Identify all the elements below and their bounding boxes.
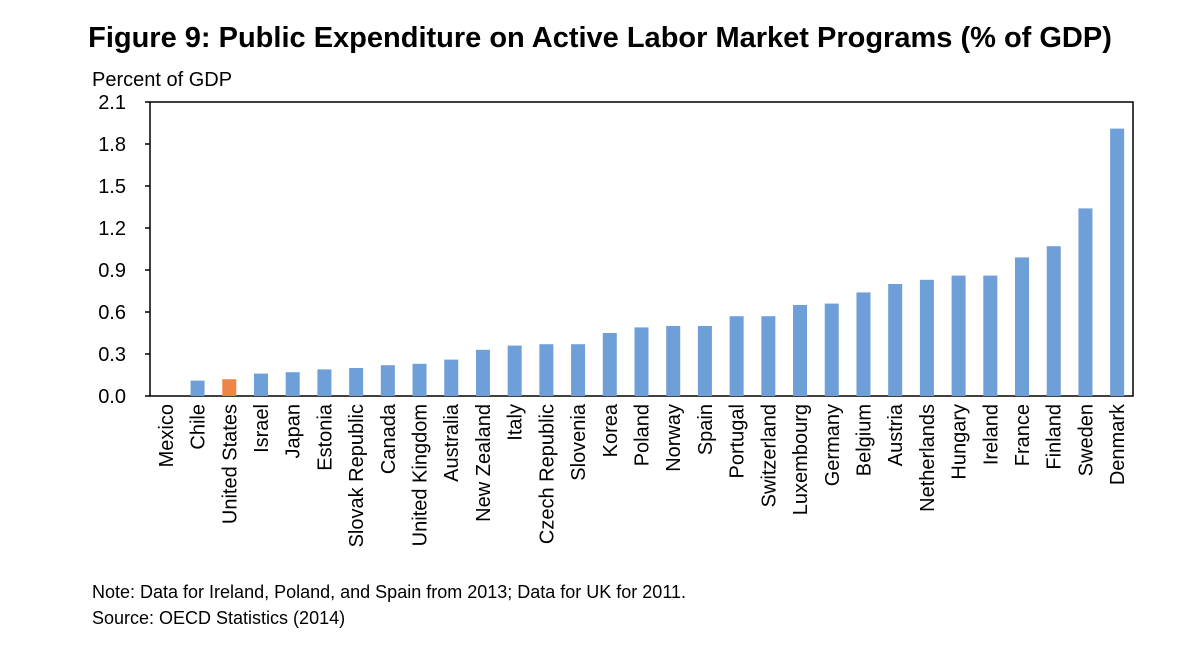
- bar-canada: [380, 365, 395, 396]
- chart-source: Source: OECD Statistics (2014): [92, 608, 346, 628]
- x-tick-label: Portugal: [727, 404, 749, 479]
- y-axis: 0.0 0.3 0.6 0.9 1.2 1.5 1.8 2.1: [98, 92, 150, 408]
- x-tick-label: Germany: [822, 404, 844, 486]
- y-axis-label: Percent of GDP: [92, 69, 232, 91]
- x-tick-label: Mexico: [156, 404, 178, 467]
- x-tick-label: United States: [219, 404, 241, 524]
- bar-portugal: [729, 316, 744, 396]
- x-tick-label: Slovenia: [568, 403, 590, 481]
- x-tick-label: Ireland: [980, 404, 1002, 465]
- y-tick-label: 1.5: [98, 176, 126, 198]
- x-tick-label: Poland: [632, 404, 654, 466]
- x-tick-label: Hungary: [949, 404, 971, 480]
- bar-australia: [444, 359, 459, 396]
- bars: [190, 128, 1125, 396]
- bar-estonia: [317, 369, 332, 396]
- y-tick-label: 0.6: [98, 302, 126, 324]
- x-axis-labels: Mexico Chile United States Israel Japan Eston…: [156, 403, 1129, 547]
- bar-japan: [285, 372, 300, 396]
- y-tick-label: 2.1: [98, 92, 126, 114]
- x-tick-label: France: [1012, 404, 1034, 466]
- x-tick-label: Australia: [441, 403, 463, 482]
- y-tick-label: 0.3: [98, 344, 126, 366]
- x-tick-label: Belgium: [853, 404, 875, 476]
- x-tick-label: Canada: [378, 403, 400, 474]
- x-tick-label: Italy: [505, 404, 527, 441]
- y-tick-label: 1.2: [98, 218, 126, 240]
- bar-luxembourg: [793, 305, 808, 396]
- bar-ireland: [983, 275, 998, 396]
- bar-france: [1015, 257, 1030, 396]
- chart-note: Note: Data for Ireland, Poland, and Spai…: [92, 582, 687, 602]
- bar-finland: [1046, 246, 1061, 396]
- bar-austria: [888, 284, 903, 396]
- x-tick-label: United Kingdom: [410, 404, 432, 546]
- y-tick-label: 1.8: [98, 134, 126, 156]
- bar-korea: [602, 333, 617, 396]
- x-tick-label: Slovak Republic: [346, 404, 368, 547]
- x-tick-label: Sweden: [1075, 404, 1097, 476]
- bar-sweden: [1078, 208, 1093, 396]
- bar-poland: [634, 327, 649, 396]
- x-tick-label: New Zealand: [473, 404, 495, 522]
- x-tick-label: Estonia: [314, 403, 336, 471]
- x-tick-label: Denmark: [1107, 403, 1129, 485]
- bar-belgium: [856, 292, 871, 396]
- y-tick-label: 0.0: [98, 386, 126, 408]
- chart-title: Figure 9: Public Expenditure on Active L…: [88, 22, 1112, 54]
- x-tick-label: Chile: [188, 404, 210, 450]
- x-tick-label: Switzerland: [758, 404, 780, 507]
- x-tick-label: Finland: [1044, 404, 1066, 470]
- bar-germany: [824, 303, 839, 396]
- bar-united-kingdom: [412, 363, 427, 396]
- bar-denmark: [1110, 128, 1125, 396]
- bar-czech-republic: [539, 344, 554, 396]
- bar-norway: [666, 326, 681, 396]
- bar-israel: [253, 373, 268, 396]
- bar-slovak-republic: [349, 368, 364, 396]
- x-tick-label: Japan: [283, 404, 305, 459]
- x-tick-label: Korea: [600, 403, 622, 457]
- bar-switzerland: [761, 316, 776, 396]
- x-tick-label: Israel: [251, 404, 273, 453]
- bar-spain: [697, 326, 712, 396]
- y-tick-label: 0.9: [98, 260, 126, 282]
- bar-italy: [507, 345, 522, 396]
- x-tick-label: Spain: [695, 404, 717, 455]
- bar-chile: [190, 380, 205, 396]
- x-tick-label: Czech Republic: [536, 404, 558, 544]
- x-tick-label: Austria: [885, 403, 907, 466]
- x-tick-label: Netherlands: [917, 404, 939, 512]
- x-tick-label: Luxembourg: [790, 404, 812, 515]
- bar-united-states: [222, 379, 237, 396]
- bar-hungary: [951, 275, 966, 396]
- bar-slovenia: [571, 344, 586, 396]
- bar-netherlands: [919, 279, 934, 396]
- bar-new-zealand: [475, 349, 490, 396]
- x-tick-label: Norway: [663, 404, 685, 472]
